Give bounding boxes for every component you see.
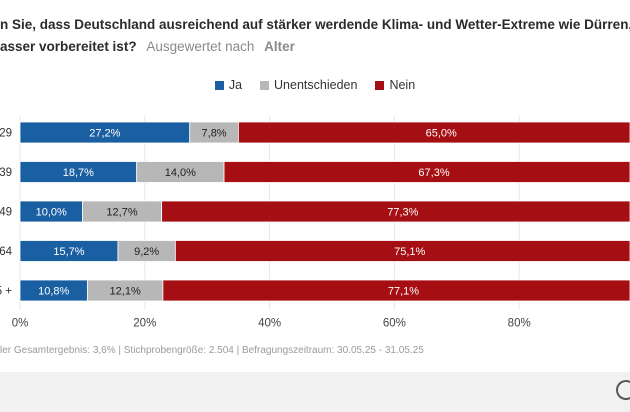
legend-label-ja: Ja: [228, 78, 243, 92]
legend-swatch-ja: [214, 80, 224, 90]
x-tick-label: 80%: [508, 318, 531, 330]
x-tick-label: 20%: [133, 318, 156, 330]
chart-title: n Sie, dass Deutschland ausreichend auf …: [0, 14, 630, 58]
legend-item-ja[interactable]: Ja: [214, 78, 243, 92]
legend-label-nein: Nein: [389, 78, 416, 92]
data-label: 18,7%: [63, 167, 94, 179]
title-line-1: n Sie, dass Deutschland ausreichend auf …: [0, 17, 630, 32]
data-label: 7,8%: [202, 128, 227, 140]
bar-segment: [174, 240, 630, 262]
subtitle-label: Ausgewertet nach: [146, 39, 255, 54]
bar-segment: [162, 279, 630, 302]
legend-swatch-nein: [375, 80, 385, 90]
data-label: 14,0%: [165, 167, 196, 179]
data-label: 12,1%: [110, 286, 141, 298]
legend-item-unentschieden[interactable]: Unentschieden: [260, 78, 357, 92]
bar-segment: [237, 121, 630, 144]
category-label: 39: [0, 167, 12, 179]
data-label: 75,1%: [394, 246, 425, 258]
question-text: asser vorbereitet ist?: [0, 39, 137, 54]
bottom-bar: [0, 372, 630, 412]
data-label: 9,2%: [134, 246, 159, 258]
legend-item-nein[interactable]: Nein: [375, 78, 415, 92]
data-label: 15,7%: [53, 246, 84, 258]
subtitle-value[interactable]: Alter: [264, 39, 295, 54]
data-label: 27,2%: [89, 128, 120, 140]
category-label: 5 +: [0, 286, 12, 298]
legend-label-unentschieden: Unentschieden: [274, 78, 358, 92]
data-label: 67,3%: [418, 167, 449, 179]
legend-swatch-unentschieden: [260, 80, 270, 90]
category-label: 49: [0, 207, 12, 219]
data-label: 77,3%: [387, 207, 418, 219]
x-tick-label: 60%: [383, 318, 406, 330]
category-label: 64: [0, 246, 13, 258]
x-tick-label: 40%: [258, 318, 281, 330]
chart-legend: Ja Unentschieden Nein: [0, 78, 630, 92]
category-label: 29: [0, 128, 12, 140]
title-line-2: asser vorbereitet ist? Ausgewertet nach …: [0, 36, 630, 58]
stacked-bar-chart: 0% 20% 40% 60% 80% 29 27,2% 7,8% 65,0% 39 18,7% 14,…: [0, 116, 630, 330]
data-label: 10,0%: [36, 207, 67, 219]
data-label: 10,8%: [38, 286, 69, 298]
data-label: 77,1%: [388, 286, 419, 298]
brand-logo-icon[interactable]: [616, 380, 630, 400]
data-label: 12,7%: [106, 207, 137, 219]
data-label: 65,0%: [426, 128, 457, 140]
chart-footer: ler Gesamtergebnis: 3,6% | Stichprobengr…: [0, 345, 424, 356]
x-tick-label: 0%: [12, 318, 29, 330]
bar-segment: [223, 161, 630, 183]
